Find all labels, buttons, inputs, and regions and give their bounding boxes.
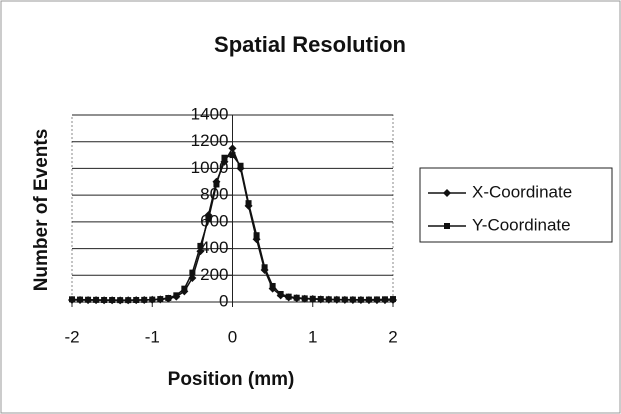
marker [309,295,316,302]
marker [228,144,237,153]
marker [357,296,364,303]
marker [341,296,348,303]
marker [293,294,300,301]
marker [381,296,388,303]
x-tick-label: 0 [228,327,237,346]
marker [109,296,116,303]
marker [101,296,108,303]
marker [141,296,148,303]
marker [181,285,188,292]
x-axis-label: Position (mm) [168,369,295,390]
marker [165,294,172,301]
marker [93,296,100,303]
x-tick-label: -1 [145,327,160,346]
marker [317,296,324,303]
marker [301,295,308,302]
marker [117,297,124,304]
marker [373,296,380,303]
legend-marker [444,223,450,229]
x-tick-label: 2 [388,327,397,346]
marker [277,290,284,297]
marker [197,242,204,249]
marker [173,292,180,299]
legend-label: X-Coordinate [472,182,572,201]
marker [333,296,340,303]
x-tick-label: -2 [64,327,79,346]
y-tick-label: 1000 [191,158,229,177]
marker [245,200,252,207]
y-tick-label: 1400 [191,104,229,123]
marker [133,296,140,303]
legend-label: Y-Coordinate [472,215,571,234]
marker [125,297,132,304]
marker [269,282,276,289]
y-tick-label: 1200 [191,131,229,150]
legend-marker [443,189,451,197]
marker [285,293,292,300]
marker [221,154,228,161]
marker [390,296,396,303]
marker [237,162,244,169]
y-tick-label: 400 [200,238,228,257]
marker [157,296,164,303]
y-axis-label: Number of Events [31,129,52,292]
marker [261,264,268,271]
marker [349,296,356,303]
marker [77,296,84,303]
marker [365,296,372,303]
y-tick-label: 600 [200,211,228,230]
y-tick-label: 0 [219,291,228,310]
marker [85,296,92,303]
marker [149,296,156,303]
marker [253,232,260,239]
marker [325,296,332,303]
chart-title: Spatial Resolution [214,32,406,57]
marker [205,216,212,223]
legend [419,167,613,243]
marker [69,296,75,303]
y-tick-label: 200 [200,265,228,284]
marker [229,152,236,159]
marker [189,269,196,276]
x-tick-label: 1 [308,327,317,346]
marker [213,181,220,188]
